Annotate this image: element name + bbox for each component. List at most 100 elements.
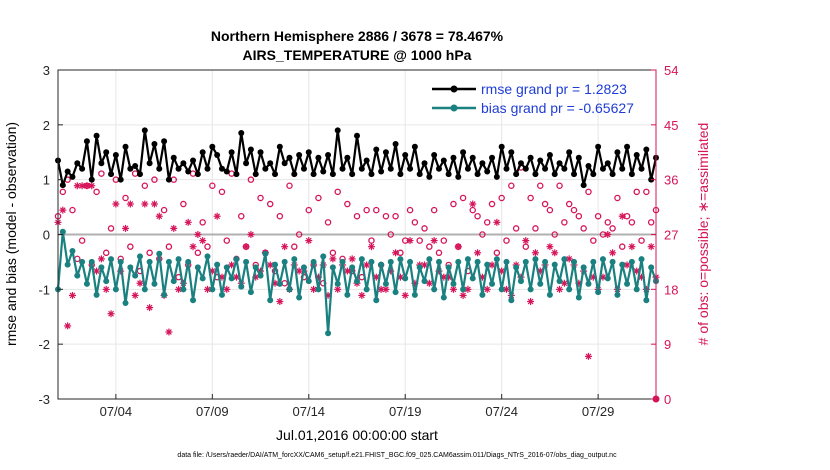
bias-point <box>272 261 279 268</box>
rmse-point <box>141 127 148 134</box>
bias-point <box>628 258 635 265</box>
asterisk-stroke <box>199 237 206 244</box>
bias-point <box>609 258 616 265</box>
rmse-point <box>344 154 351 161</box>
assimilated-obs-point <box>199 237 207 245</box>
bias-point <box>180 286 187 293</box>
bias-point <box>223 264 230 271</box>
asterisk-stroke <box>566 255 573 262</box>
bias-point <box>354 278 360 285</box>
rmse-point <box>633 151 640 158</box>
rmse-point <box>411 143 418 150</box>
rmse-point <box>238 130 245 137</box>
rmse-point <box>247 146 254 153</box>
possible-obs-point <box>643 188 650 196</box>
rmse-point <box>407 165 414 172</box>
asterisk-stroke <box>358 292 365 299</box>
rmse-point <box>392 141 399 148</box>
possible-obs-point <box>503 237 510 244</box>
assimilated-obs-point <box>59 206 67 214</box>
rmse-point <box>74 160 81 167</box>
assimilated-obs-point <box>112 200 120 208</box>
possible-obs-point <box>78 237 86 244</box>
assimilated-obs-point <box>107 310 115 318</box>
rmse-point <box>59 182 66 189</box>
possible-obs-point <box>618 243 626 250</box>
rmse-point <box>431 151 438 158</box>
bias-point <box>214 261 221 268</box>
asterisk-stroke <box>170 225 177 232</box>
rmse-point <box>513 171 520 178</box>
bias-point <box>141 286 148 293</box>
asterisk-stroke <box>402 292 409 299</box>
bias-point <box>619 261 626 268</box>
x-tick-label: 07/19 <box>389 404 422 419</box>
asterisk-stroke <box>344 268 351 274</box>
rmse-point <box>493 173 500 180</box>
rmse-point <box>272 171 279 178</box>
bias-point <box>175 256 182 263</box>
possible-obs-point <box>180 200 187 208</box>
x-axis-label: Jul.01,2016 00:00:00 start <box>276 427 438 443</box>
asterisk-stroke <box>267 262 274 268</box>
bias-point <box>344 291 351 298</box>
bias-point <box>281 258 288 265</box>
rmse-point <box>354 132 360 139</box>
rmse-point <box>122 143 129 150</box>
possible-obs-point <box>238 212 245 220</box>
asterisk-stroke <box>547 243 553 250</box>
bias-point <box>262 250 269 257</box>
rmse-point <box>498 143 505 150</box>
bias-point <box>566 286 573 293</box>
bias-point <box>199 275 206 282</box>
rmse-point <box>575 154 582 161</box>
bias-point <box>233 256 240 263</box>
left-axis-label: rmse and bias (model - observation) <box>3 122 19 346</box>
asterisk-stroke <box>556 286 563 293</box>
bias-point <box>165 258 172 265</box>
bias-point <box>614 291 621 298</box>
assimilated-obs-point <box>343 267 351 275</box>
assimilated-obs-point <box>83 182 91 190</box>
x-tick-label: 07/14 <box>293 404 326 419</box>
bias-point <box>397 256 404 263</box>
possible-obs-point <box>353 212 361 220</box>
rmse-point <box>527 154 534 161</box>
bias-point <box>542 258 549 265</box>
rmse-point <box>571 171 578 178</box>
asterisk-stroke <box>469 201 476 207</box>
assimilated-obs-point <box>565 255 573 263</box>
assimilated-obs-point <box>189 243 197 251</box>
asterisk-stroke <box>190 243 196 250</box>
asterisk-stroke <box>156 213 163 220</box>
bias-point <box>484 261 491 268</box>
bias-point <box>411 291 418 298</box>
rmse-point <box>276 143 283 150</box>
bias-point <box>585 280 592 287</box>
left-tick-label: -1 <box>38 282 50 297</box>
asterisk-stroke <box>465 286 471 293</box>
bias-point <box>170 278 177 285</box>
rmse-point <box>79 165 86 172</box>
bias-point <box>218 291 225 298</box>
possible-obs-point <box>194 249 202 257</box>
possible-obs-point <box>373 206 380 214</box>
assimilated-obs-point <box>483 285 491 293</box>
legend-bias-marker <box>450 104 458 112</box>
rmse-point <box>218 165 225 172</box>
assimilated-obs-point <box>618 212 626 220</box>
bias-point <box>79 258 86 265</box>
asterisk-stroke <box>522 237 529 244</box>
rmse-point <box>305 149 312 156</box>
possible-obs-point <box>633 188 640 196</box>
rmse-point <box>291 171 298 178</box>
asterisk-stroke <box>233 274 240 281</box>
bias-point <box>339 258 346 265</box>
assimilated-obs-point <box>556 285 564 293</box>
asterisk-stroke <box>248 231 254 238</box>
asterisk-stroke <box>407 237 413 244</box>
bias-point <box>595 289 602 296</box>
asterisk-stroke <box>64 323 71 329</box>
asterisk-stroke <box>127 201 134 207</box>
asterisk-stroke <box>112 201 119 207</box>
